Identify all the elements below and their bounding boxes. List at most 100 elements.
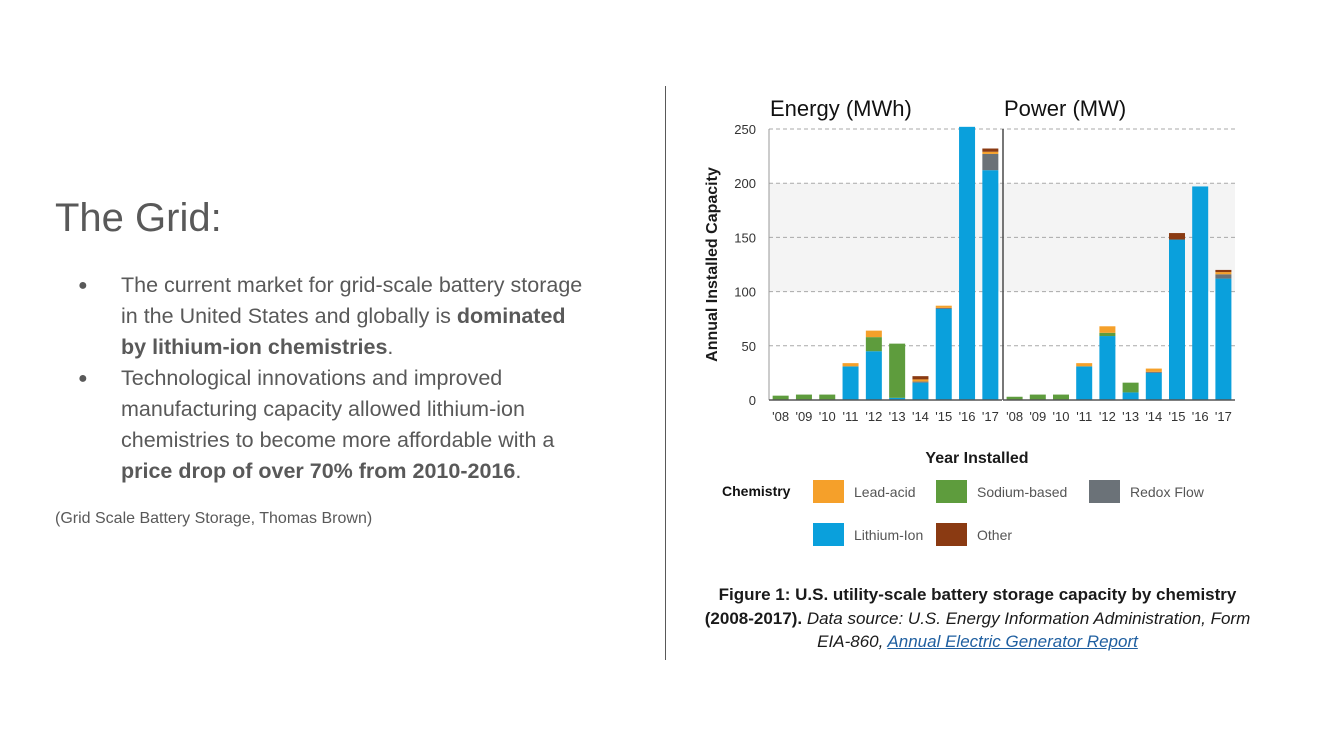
bar-segment (842, 366, 859, 400)
bar-segment (1169, 233, 1185, 240)
bullet-emphasis: price drop of over 70% from 2010-2016 (121, 459, 516, 483)
bar-segment (982, 148, 999, 152)
x-tick-label: '17 (982, 409, 999, 424)
bar-segment (1145, 368, 1162, 372)
figure-caption: Figure 1: U.S. utility-scale battery sto… (700, 583, 1255, 654)
legend-swatch (936, 480, 967, 503)
bar-segment (889, 397, 906, 400)
capacity-chart: 0 50 100 150 200 250 Annual Installed Capacity… (704, 96, 1235, 546)
legend-swatch (1089, 480, 1120, 503)
bar-segment (1192, 186, 1209, 400)
bar-segment (912, 382, 929, 400)
bar-segment (865, 337, 882, 352)
bar-segment (1169, 239, 1185, 400)
bar-segment (982, 170, 999, 400)
bullet-item: ● Technological innovations and improved… (75, 363, 595, 487)
citation: (Grid Scale Battery Storage, Thomas Brow… (55, 510, 373, 527)
y-tick-label: 50 (742, 339, 756, 354)
bar-segment (912, 381, 929, 383)
bar-segment (912, 376, 929, 380)
x-tick-label: '14 (1145, 409, 1162, 424)
bar-segment (959, 126, 976, 400)
bar-segment (1029, 394, 1046, 400)
bar-segment (1099, 336, 1116, 400)
bar-segment (982, 153, 999, 171)
bar-segment (1215, 272, 1232, 275)
legend-title: Chemistry (722, 483, 791, 499)
caption-source: Data source: U.S. Energy Information Adm… (802, 608, 1251, 652)
x-tick-label: '13 (889, 409, 906, 424)
bar-segment (1006, 396, 1023, 400)
y-tick-label: 150 (734, 230, 756, 245)
x-tick-label: '16 (1192, 409, 1209, 424)
bar-segment (1076, 366, 1093, 400)
bar-segment (1099, 326, 1116, 333)
x-tick-label: '14 (912, 409, 929, 424)
panel-title: Energy (MWh) (770, 96, 912, 121)
bullet-item: ● The current market for grid-scale batt… (75, 270, 595, 363)
x-tick-label: '09 (1029, 409, 1046, 424)
bar-segment (935, 307, 952, 309)
bar-segment (819, 394, 836, 400)
bar-segment (1215, 278, 1232, 400)
y-tick-label: 100 (734, 285, 756, 300)
bar-segment (1145, 372, 1162, 400)
bar-segment (1215, 274, 1232, 279)
y-tick-label: 0 (749, 393, 756, 408)
x-tick-label: '17 (1215, 409, 1232, 424)
bullet-dot-icon: ● (78, 370, 88, 387)
y-axis-title: Annual Installed Capacity (704, 167, 721, 362)
x-axis-title: Year Installed (925, 450, 1028, 467)
bar-segment (1145, 371, 1162, 373)
bullet-dot-icon: ● (78, 277, 88, 294)
bar-segment (1099, 332, 1116, 337)
bar-segment (795, 394, 812, 400)
legend-label: Lithium-Ion (854, 527, 923, 543)
bar-segment (1053, 394, 1069, 400)
bullet-emphasis: dominated by lithium-ion chemistries (121, 304, 566, 359)
x-tick-label: '15 (935, 409, 952, 424)
legend-label: Sodium-based (977, 484, 1067, 500)
bar-segment (1122, 382, 1139, 393)
legend-label: Other (977, 527, 1012, 543)
x-tick-label: '15 (1169, 409, 1186, 424)
bar-segment (1122, 392, 1139, 400)
bullet-text: The current market for grid-scale batter… (121, 273, 583, 359)
bar-segment (889, 343, 906, 398)
bar-segment (1215, 269, 1232, 273)
bar-segment (772, 395, 789, 400)
x-tick-label: '12 (1099, 409, 1116, 424)
bar-segment (842, 363, 859, 367)
bullet-list: ● The current market for grid-scale batt… (75, 270, 595, 487)
panel-title: Power (MW) (1004, 96, 1126, 121)
x-tick-label: '09 (795, 409, 812, 424)
legend-label: Lead-acid (854, 484, 916, 500)
x-tick-label: '11 (843, 409, 859, 424)
bullet-text: Technological innovations and improved m… (121, 366, 555, 483)
bar-segment (865, 330, 882, 338)
y-tick-label: 250 (734, 122, 756, 137)
x-tick-label: '08 (1006, 409, 1023, 424)
bar-segment (865, 351, 882, 400)
bar-segment (935, 308, 952, 400)
bar-segment (982, 151, 999, 154)
x-tick-label: '10 (819, 409, 836, 424)
vertical-divider (665, 86, 666, 660)
caption-title: Figure 1: U.S. utility-scale battery sto… (704, 585, 1237, 628)
slide-title: The Grid: (55, 196, 222, 240)
legend-label: Redox Flow (1130, 484, 1205, 500)
bar-segment (912, 379, 929, 382)
x-tick-label: '10 (1053, 409, 1070, 424)
bar-segment (1076, 363, 1093, 367)
x-tick-label: '11 (1076, 409, 1092, 424)
x-tick-label: '08 (772, 409, 789, 424)
bar-segment (935, 305, 952, 308)
legend-swatch (813, 480, 844, 503)
legend-swatch (813, 523, 844, 546)
x-tick-label: '16 (959, 409, 976, 424)
x-tick-label: '12 (865, 409, 882, 424)
caption-link[interactable]: Annual Electric Generator Report (887, 632, 1138, 651)
legend-swatch (936, 523, 967, 546)
x-tick-label: '13 (1122, 409, 1139, 424)
y-tick-label: 200 (734, 176, 756, 191)
